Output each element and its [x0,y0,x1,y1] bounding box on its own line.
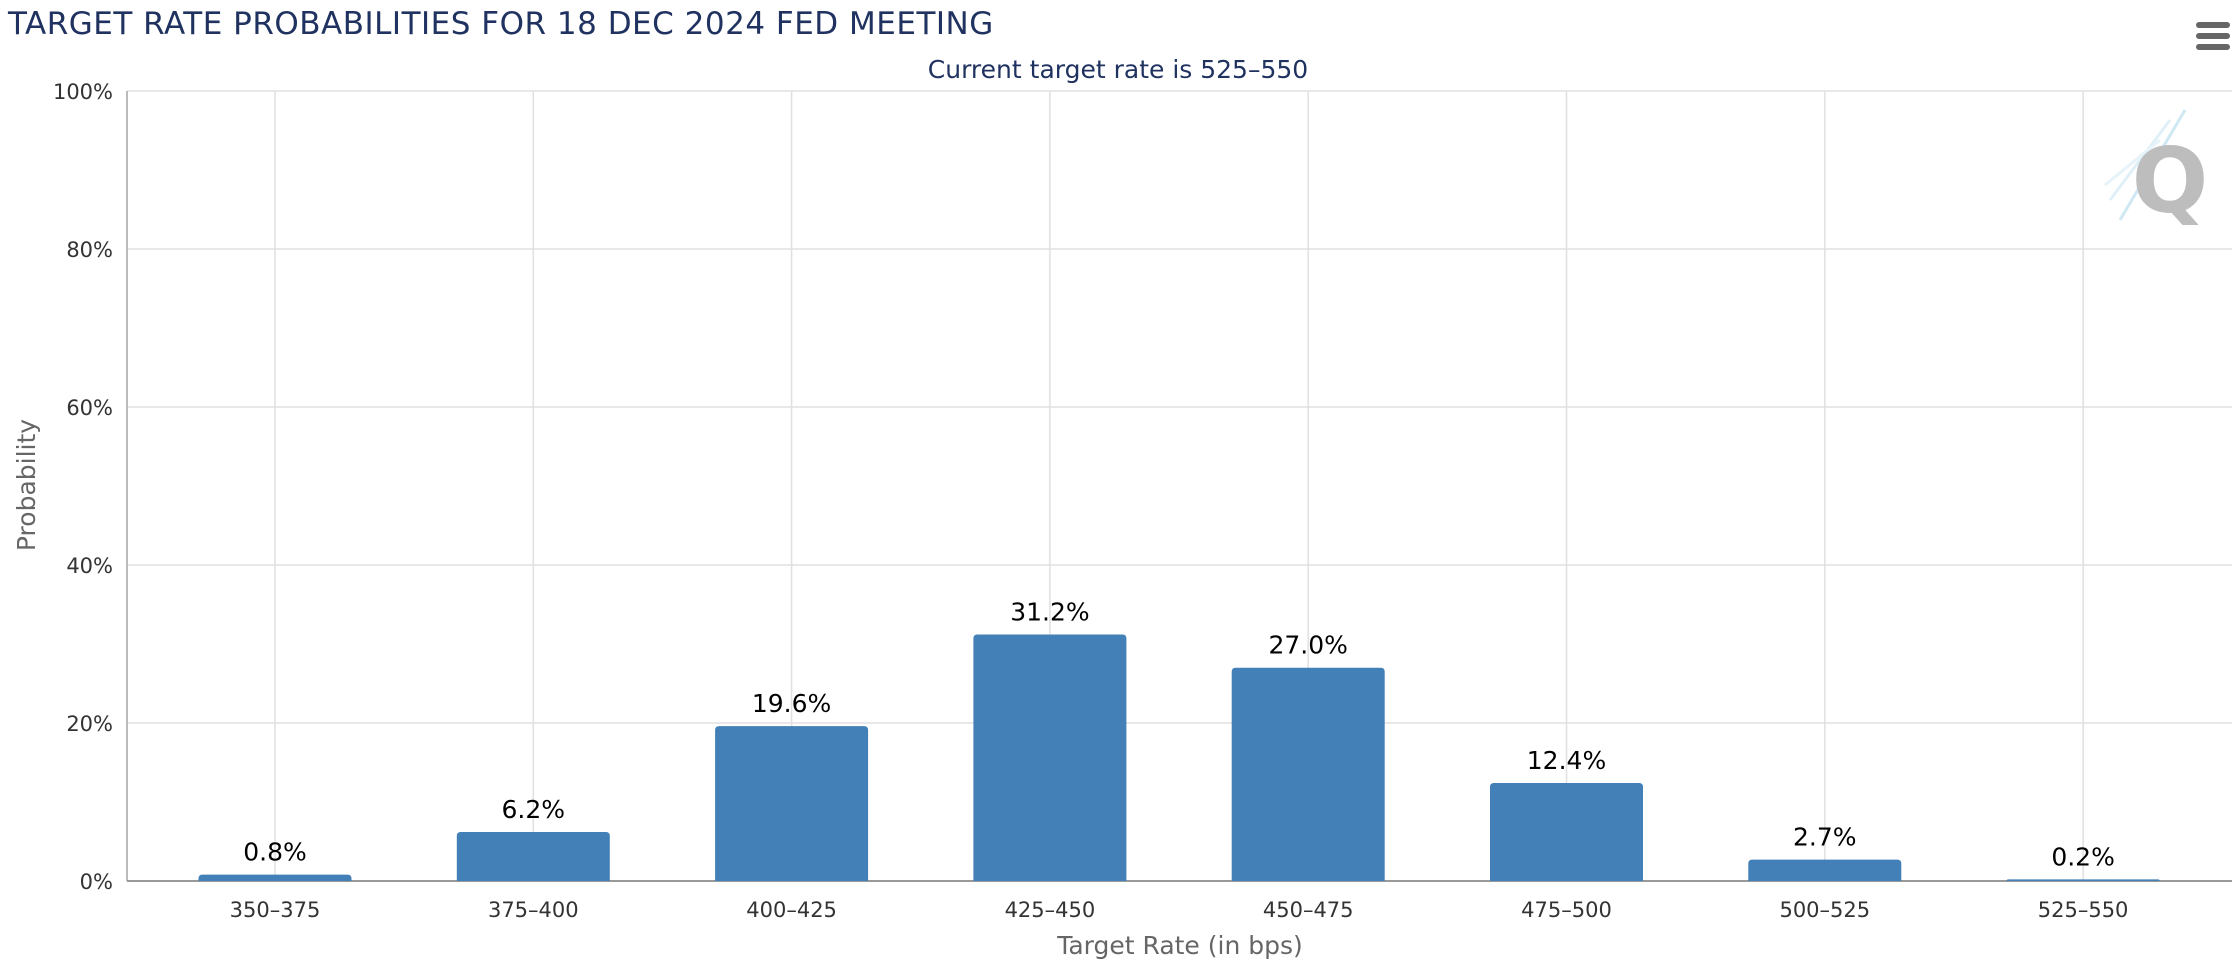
y-tick-label: 60% [66,396,113,420]
bar-450–475[interactable] [1231,667,1385,881]
bar-375–400[interactable] [456,832,610,881]
data-label: 6.2% [502,795,566,824]
bar-425–450[interactable] [973,634,1127,881]
bar-525–550[interactable] [2006,879,2160,881]
data-label: 27.0% [1268,631,1347,660]
data-label: 0.8% [243,838,307,867]
data-label: 2.7% [1793,823,1857,852]
y-tick-label: 20% [66,712,113,736]
y-axis-label: Probability [12,419,41,551]
x-tick-label: 475–500 [1521,898,1612,922]
x-tick-label: 450–475 [1263,898,1354,922]
svg-text:Q: Q [2132,129,2209,234]
bar-400–425[interactable] [715,726,869,881]
data-label: 12.4% [1527,746,1606,775]
y-tick-label: 80% [66,238,113,262]
chart-subtitle: Current target rate is 525–550 [927,55,1309,84]
hamburger-menu-icon[interactable] [2196,22,2230,54]
data-label: 0.2% [2051,842,2115,871]
bar-series [198,634,2160,881]
chart-grid [126,90,2232,882]
y-axis-ticks: 0% 20% 40% 60% 80% 100% [53,80,113,894]
x-tick-label: 400–425 [746,898,837,922]
bar-475–500[interactable] [1490,783,1643,881]
q-logo-icon: Q [2104,109,2209,234]
chart-title: TARGET RATE PROBABILITIES FOR 18 DEC 202… [8,6,994,42]
data-label: 19.6% [752,689,831,718]
x-tick-label: 350–375 [230,898,321,922]
x-tick-label: 500–525 [1779,898,1870,922]
y-tick-label: 40% [66,554,113,578]
y-tick-label: 100% [53,80,113,104]
bar-500–525[interactable] [1748,859,1902,881]
x-axis-ticks: 350–375 375–400 400–425 425–450 450–475 475–5… [230,898,2129,922]
x-tick-label: 375–400 [488,898,579,922]
x-tick-label: 525–550 [2038,898,2129,922]
data-labels: 0.8% 6.2% 19.6% 31.2% 27.0% 12.4% 2.7% 0.2% [243,598,2115,872]
x-axis-label: Target Rate (in bps) [1056,931,1303,960]
data-label: 31.2% [1010,598,1089,627]
y-tick-label: 0% [80,870,113,894]
bar-350–375[interactable] [198,874,352,881]
x-tick-label: 425–450 [1005,898,1096,922]
